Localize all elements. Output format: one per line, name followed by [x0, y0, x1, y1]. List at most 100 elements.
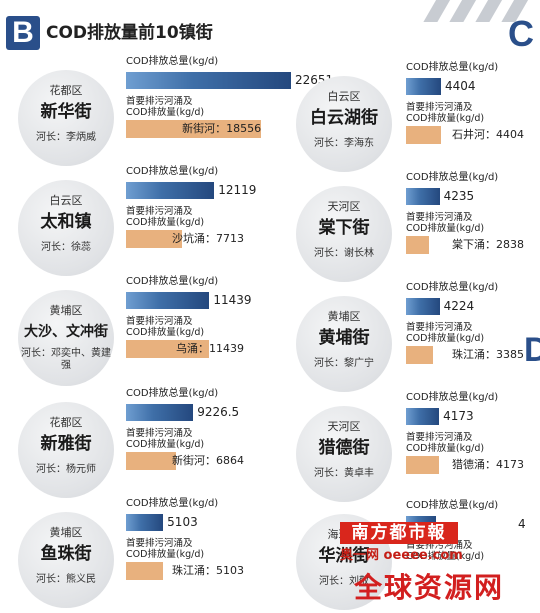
- total-bar: [406, 78, 441, 95]
- river-bar: [126, 120, 262, 138]
- district-name: 天河区: [327, 420, 361, 433]
- river-bar: [126, 452, 176, 470]
- river-value: 珠江涌：5103: [172, 564, 244, 577]
- total-value: 4: [518, 517, 526, 531]
- street-entry: 天河区 猎德街 河长：黄卓丰 COD排放总量(kg/d) 4173 首要排污河涌及 COD排…: [296, 392, 526, 512]
- river-label-line2: COD排放量(kg/d): [126, 107, 205, 118]
- watermark-brand: 南方都市報: [340, 522, 458, 544]
- river-chief: 河长：李海东: [314, 138, 374, 149]
- river-chief: 河长：黎广宁: [314, 358, 374, 369]
- district-name: 黄埔区: [49, 304, 83, 317]
- total-label: COD排放总量(kg/d): [406, 62, 499, 73]
- street-entry: 黄埔区 鱼珠街 河长：熊义民 COD排放总量(kg/d) 5103 首要排污河涌及 COD排…: [18, 498, 248, 613]
- river-chief: 河长：徐蕊: [41, 242, 91, 253]
- street-name: 新华街: [40, 102, 92, 122]
- total-value: 9226.5: [197, 405, 240, 419]
- total-value: 5103: [167, 515, 198, 529]
- district-name: 白云区: [49, 194, 83, 207]
- river-value: 珠江涌：3385: [452, 348, 524, 361]
- river-bar: [406, 346, 433, 364]
- street-badge: [296, 76, 392, 172]
- river-bar: [126, 230, 183, 248]
- total-value: 4173: [443, 409, 474, 423]
- river-label-line2: COD排放量(kg/d): [126, 327, 205, 338]
- chart-title: COD排放量前10镇街: [46, 23, 213, 43]
- river-label-line1: 首要排污河涌及: [406, 540, 473, 551]
- total-value: 4224: [443, 299, 475, 313]
- river-label-line1: 首要排污河涌及: [126, 316, 193, 327]
- section-letter-b: B: [6, 16, 40, 50]
- total-value: 4404: [445, 79, 476, 93]
- total-bar: [406, 188, 440, 205]
- total-label: COD排放总量(kg/d): [126, 56, 219, 67]
- river-label-line1: 首要排污河涌及: [406, 102, 473, 113]
- total-value: 12119: [218, 183, 257, 197]
- total-value: 4235: [443, 189, 475, 203]
- district-name: 白云区: [327, 90, 361, 103]
- total-bar: [126, 404, 194, 421]
- total-label: COD排放总量(kg/d): [126, 498, 219, 509]
- district-name: 花都区: [49, 416, 83, 429]
- river-value: 猎德涌：4173: [452, 458, 524, 471]
- street-name: 鱼珠街: [40, 544, 92, 564]
- river-bar: [126, 562, 164, 580]
- total-bar: [126, 72, 291, 89]
- river-chief: 河长：刘敬: [319, 576, 369, 587]
- river-label-line1: 首要排污河涌及: [406, 322, 473, 333]
- river-value: 石井河：4404: [452, 128, 524, 141]
- total-label: COD排放总量(kg/d): [406, 172, 499, 183]
- river-label-line1: 首要排污河涌及: [126, 428, 193, 439]
- river-chief: 河长：邓奕中、黄建强: [21, 348, 111, 371]
- street-name: 太和镇: [40, 212, 92, 232]
- river-label-line2: COD排放量(kg/d): [406, 113, 485, 124]
- street-badge: [18, 290, 114, 386]
- river-label-line2: COD排放量(kg/d): [406, 443, 485, 454]
- street-name: 新雅街: [40, 434, 92, 454]
- river-label-line2: COD排放量(kg/d): [126, 217, 205, 228]
- river-bar: [406, 126, 441, 144]
- total-value: 11439: [213, 293, 252, 307]
- river-bar: [406, 456, 440, 474]
- district-name: 黄埔区: [49, 526, 83, 539]
- river-label-line2: COD排放量(kg/d): [406, 333, 485, 344]
- total-bar: [126, 514, 164, 531]
- river-chief: 河长：杨元师: [36, 464, 96, 475]
- section-letter-d: D: [524, 332, 540, 368]
- river-label-line2: COD排放量(kg/d): [406, 551, 485, 562]
- river-label-line1: 首要排污河涌及: [406, 432, 473, 443]
- total-label: COD排放总量(kg/d): [406, 500, 499, 511]
- watermark-site: 奥一网 oeeee.com: [340, 548, 463, 563]
- river-value: 新街河：18556: [182, 122, 262, 135]
- river-value: 棠下涌：2838: [452, 238, 524, 251]
- street-entry: 黄埔区 大沙、文冲街 河长：邓奕中、黄建强 COD排放总量(kg/d) 11439 首要排…: [18, 276, 252, 396]
- street-badge: [296, 406, 392, 502]
- street-entry: 白云区 太和镇 河长：徐蕊 COD排放总量(kg/d) 12119 首要排污河涌及 COD排…: [18, 166, 256, 286]
- river-label-line2: COD排放量(kg/d): [406, 223, 485, 234]
- street-badge: [296, 296, 392, 392]
- section-letter-c: C: [508, 14, 534, 54]
- total-label: COD排放总量(kg/d): [406, 282, 499, 293]
- river-value: 乌涌：11439: [176, 342, 244, 355]
- street-badge: [18, 180, 114, 276]
- street-name: 大沙、文冲街: [24, 324, 108, 340]
- total-label: COD排放总量(kg/d): [126, 166, 219, 177]
- total-label: COD排放总量(kg/d): [406, 392, 499, 403]
- river-chief: 河长：谢长林: [314, 248, 374, 259]
- street-badge: [18, 512, 114, 608]
- total-bar: [126, 182, 215, 199]
- river-bar: [406, 236, 429, 254]
- district-name: 天河区: [327, 200, 361, 213]
- street-name: 华洲街: [318, 546, 370, 566]
- street-entry: 白云区 白云湖街 河长：李海东 COD排放总量(kg/d) 4404 首要排污河涌及 COD…: [296, 62, 526, 182]
- river-bar: [126, 340, 210, 358]
- total-bar: [126, 292, 210, 309]
- street-entry: 天河区 棠下街 河长：谢长林 COD排放总量(kg/d) 4235 首要排污河涌及 COD排…: [296, 172, 526, 292]
- street-name: 白云湖街: [310, 108, 378, 128]
- street-entry: 花都区 新雅街 河长：杨元师 COD排放总量(kg/d) 9226.5 首要排污河涌及 CO…: [18, 388, 248, 508]
- river-chief: 河长：熊义民: [36, 574, 96, 585]
- river-value: 新街河：6864: [172, 454, 244, 467]
- street-name: 猎德街: [318, 438, 370, 458]
- watermark-big: 全球资源网: [353, 571, 504, 604]
- street-badge: [18, 402, 114, 498]
- street-name: 黄埔街: [318, 328, 370, 348]
